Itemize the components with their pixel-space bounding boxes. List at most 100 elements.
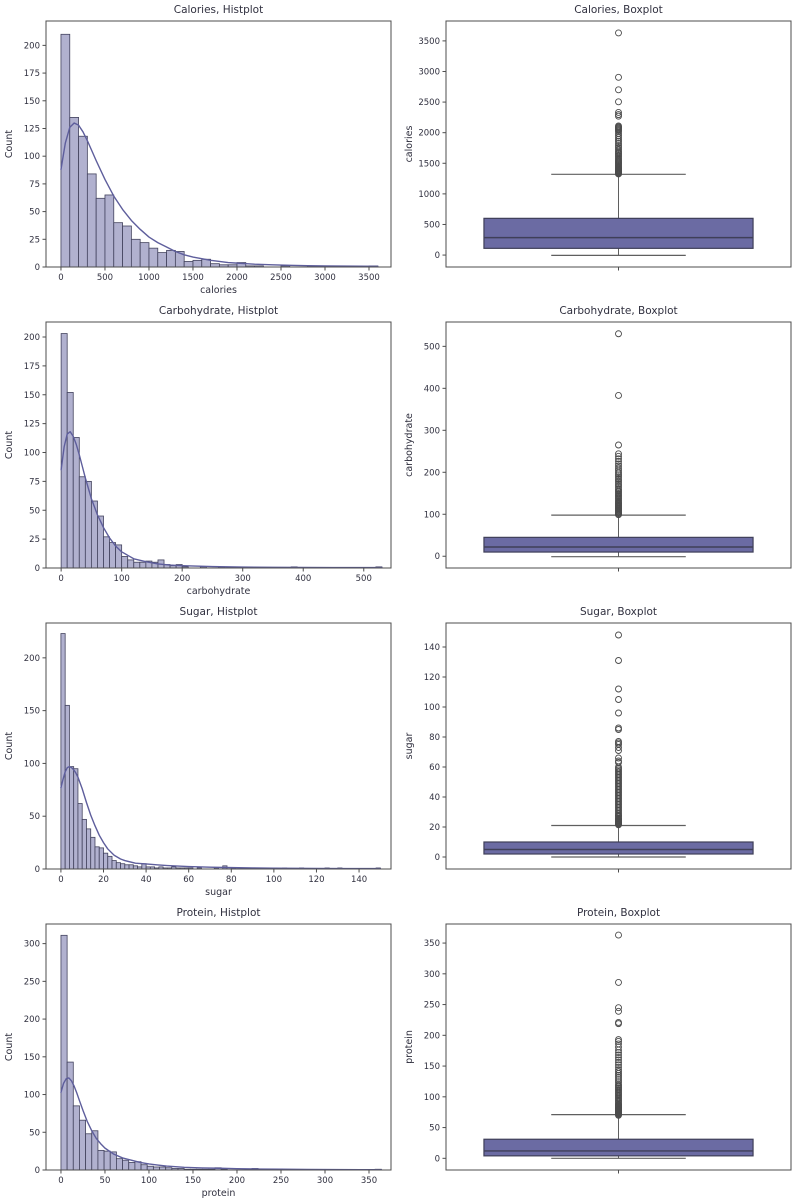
axes-frame bbox=[445, 20, 792, 268]
histogram-bar bbox=[166, 249, 176, 268]
y-tick-label: 300 bbox=[24, 940, 40, 950]
histogram-bar bbox=[107, 855, 113, 870]
plot-title: Carbohydrate, Histplot bbox=[159, 305, 278, 317]
box-and-whiskers bbox=[483, 514, 754, 558]
x-tick-label: 120 bbox=[308, 875, 324, 885]
y-tick-label: 2000 bbox=[418, 129, 440, 139]
outlier-points bbox=[615, 330, 622, 519]
y-axis-label: protein bbox=[404, 1030, 415, 1064]
x-tick-label: 0 bbox=[58, 1176, 63, 1186]
histogram-bar bbox=[128, 1162, 136, 1171]
histogram-bar bbox=[103, 1150, 111, 1171]
outlier-point bbox=[615, 1061, 622, 1069]
outlier-point bbox=[615, 392, 622, 399]
histogram-bar bbox=[104, 194, 115, 268]
y-tick-label: 25 bbox=[29, 235, 40, 245]
kde-curve bbox=[60, 1077, 383, 1171]
y-tick-label: 3000 bbox=[418, 67, 440, 77]
histogram-bar bbox=[128, 864, 134, 870]
y-tick-label: 200 bbox=[24, 41, 40, 51]
outlier-points bbox=[615, 29, 622, 178]
y-axis: 0 500 1000 1500 2000 2500 3000 3500 calories bbox=[404, 37, 446, 261]
histogram-bar bbox=[130, 238, 141, 268]
histogram-bar bbox=[139, 242, 150, 268]
outlier-point bbox=[615, 1081, 622, 1088]
y-tick-label: 100 bbox=[424, 703, 440, 713]
histogram-bar bbox=[85, 1133, 93, 1171]
subplot-protein-boxplot: Protein, Boxplot 0 50 100 150 200 250 300 350 pro… bbox=[400, 903, 800, 1204]
x-axis-label: calories bbox=[200, 285, 237, 296]
x-tick-label: 40 bbox=[141, 875, 152, 885]
carbohydrate-histplot-chart: Carbohydrate, Histplot 0 25 50 75 100 125 150 17… bbox=[0, 301, 400, 602]
outlier-point bbox=[615, 1051, 622, 1059]
y-tick-label: 0 bbox=[435, 552, 440, 562]
y-tick-label: 75 bbox=[29, 180, 40, 190]
outlier-point bbox=[615, 1066, 622, 1074]
x-tick-label: 80 bbox=[226, 875, 237, 885]
plot-title: Sugar, Histplot bbox=[180, 606, 258, 618]
x-axis-label: protein bbox=[202, 1188, 236, 1199]
subplot-background bbox=[0, 602, 400, 903]
x-tick-label: 300 bbox=[317, 1176, 333, 1186]
y-axis: 0 50 100 150 200 250 300 Count bbox=[4, 940, 46, 1176]
outlier-point bbox=[615, 1049, 622, 1056]
histogram-bar bbox=[78, 476, 86, 569]
axes-frame bbox=[45, 20, 392, 268]
outlier-point bbox=[615, 1018, 622, 1026]
y-tick-label: 150 bbox=[424, 1062, 440, 1072]
outlier-point bbox=[615, 1036, 622, 1044]
outlier-point bbox=[615, 139, 622, 147]
box-and-whiskers bbox=[483, 824, 754, 858]
y-tick-label: 350 bbox=[424, 939, 440, 949]
y-tick-label: 200 bbox=[424, 1031, 440, 1041]
outlier-point bbox=[615, 457, 622, 465]
histogram-bar bbox=[113, 222, 123, 268]
x-tick-label: 2000 bbox=[226, 273, 248, 283]
calories-boxplot-chart: Calories, Boxplot 0 500 1000 1500 2000 2500 300… bbox=[400, 0, 800, 301]
y-tick-label: 175 bbox=[24, 69, 40, 79]
y-tick-label: 0 bbox=[435, 1154, 440, 1164]
outlier-point bbox=[615, 1056, 622, 1064]
histogram-bar bbox=[86, 828, 92, 870]
outlier-point bbox=[615, 137, 622, 145]
box bbox=[483, 536, 754, 553]
x-tick-label: 200 bbox=[229, 1176, 245, 1186]
histogram-bar bbox=[109, 542, 117, 569]
carbohydrate-boxplot-chart: Carbohydrate, Boxplot 0 100 200 300 400 500 car… bbox=[400, 301, 800, 602]
plot-title: Protein, Histplot bbox=[176, 907, 260, 919]
outlier-point bbox=[615, 452, 622, 460]
calories-histplot-chart: Calories, Histplot 0 25 50 75 100 125 150 175 200… bbox=[0, 0, 400, 301]
y-tick-label: 50 bbox=[29, 812, 40, 822]
outlier-point bbox=[615, 631, 622, 639]
y-axis-label: Count bbox=[4, 130, 15, 158]
subplot-calories-boxplot: Calories, Boxplot 0 500 1000 1500 2000 2500 300… bbox=[400, 0, 800, 301]
histogram-bar bbox=[66, 392, 74, 569]
protein-histplot-chart: Protein, Histplot 0 50 100 150 200 250 300 Count… bbox=[0, 903, 400, 1204]
histogram-bar bbox=[97, 515, 104, 569]
kde-curve bbox=[60, 122, 379, 268]
subplot-sugar-boxplot: Sugar, Boxplot 0 20 40 60 80 100 120 140 sugar bbox=[400, 602, 800, 903]
subplot-carbohydrate-boxplot: Carbohydrate, Boxplot 0 100 200 300 400 500 car… bbox=[400, 301, 800, 602]
subplot-carbohydrate-histplot: Carbohydrate, Histplot 0 25 50 75 100 125 150 17… bbox=[0, 301, 400, 602]
subplot-sugar-histplot: Sugar, Histplot 0 50 100 150 200 Count 0 20 40 60 8… bbox=[0, 602, 400, 903]
outlier-point bbox=[615, 29, 622, 37]
y-tick-label: 2500 bbox=[418, 98, 440, 108]
outlier-point bbox=[615, 709, 622, 717]
outlier-point bbox=[615, 685, 622, 693]
x-tick-label: 500 bbox=[97, 273, 113, 283]
y-tick-label: 20 bbox=[429, 823, 440, 833]
y-tick-label: 300 bbox=[424, 970, 440, 980]
histogram-bar bbox=[78, 135, 88, 268]
histogram-bar bbox=[116, 1158, 123, 1171]
histogram-bar bbox=[69, 766, 75, 870]
x-tick-label: 140 bbox=[351, 875, 367, 885]
y-tick-label: 400 bbox=[424, 384, 440, 394]
y-tick-label: 0 bbox=[435, 251, 440, 261]
y-tick-label: 75 bbox=[29, 477, 40, 487]
outlier-point bbox=[615, 978, 622, 986]
y-tick-label: 1500 bbox=[418, 159, 440, 169]
box bbox=[483, 1138, 754, 1157]
y-tick-label: 150 bbox=[24, 1053, 40, 1063]
outlier-point bbox=[615, 141, 622, 149]
histogram-bar bbox=[120, 863, 126, 870]
